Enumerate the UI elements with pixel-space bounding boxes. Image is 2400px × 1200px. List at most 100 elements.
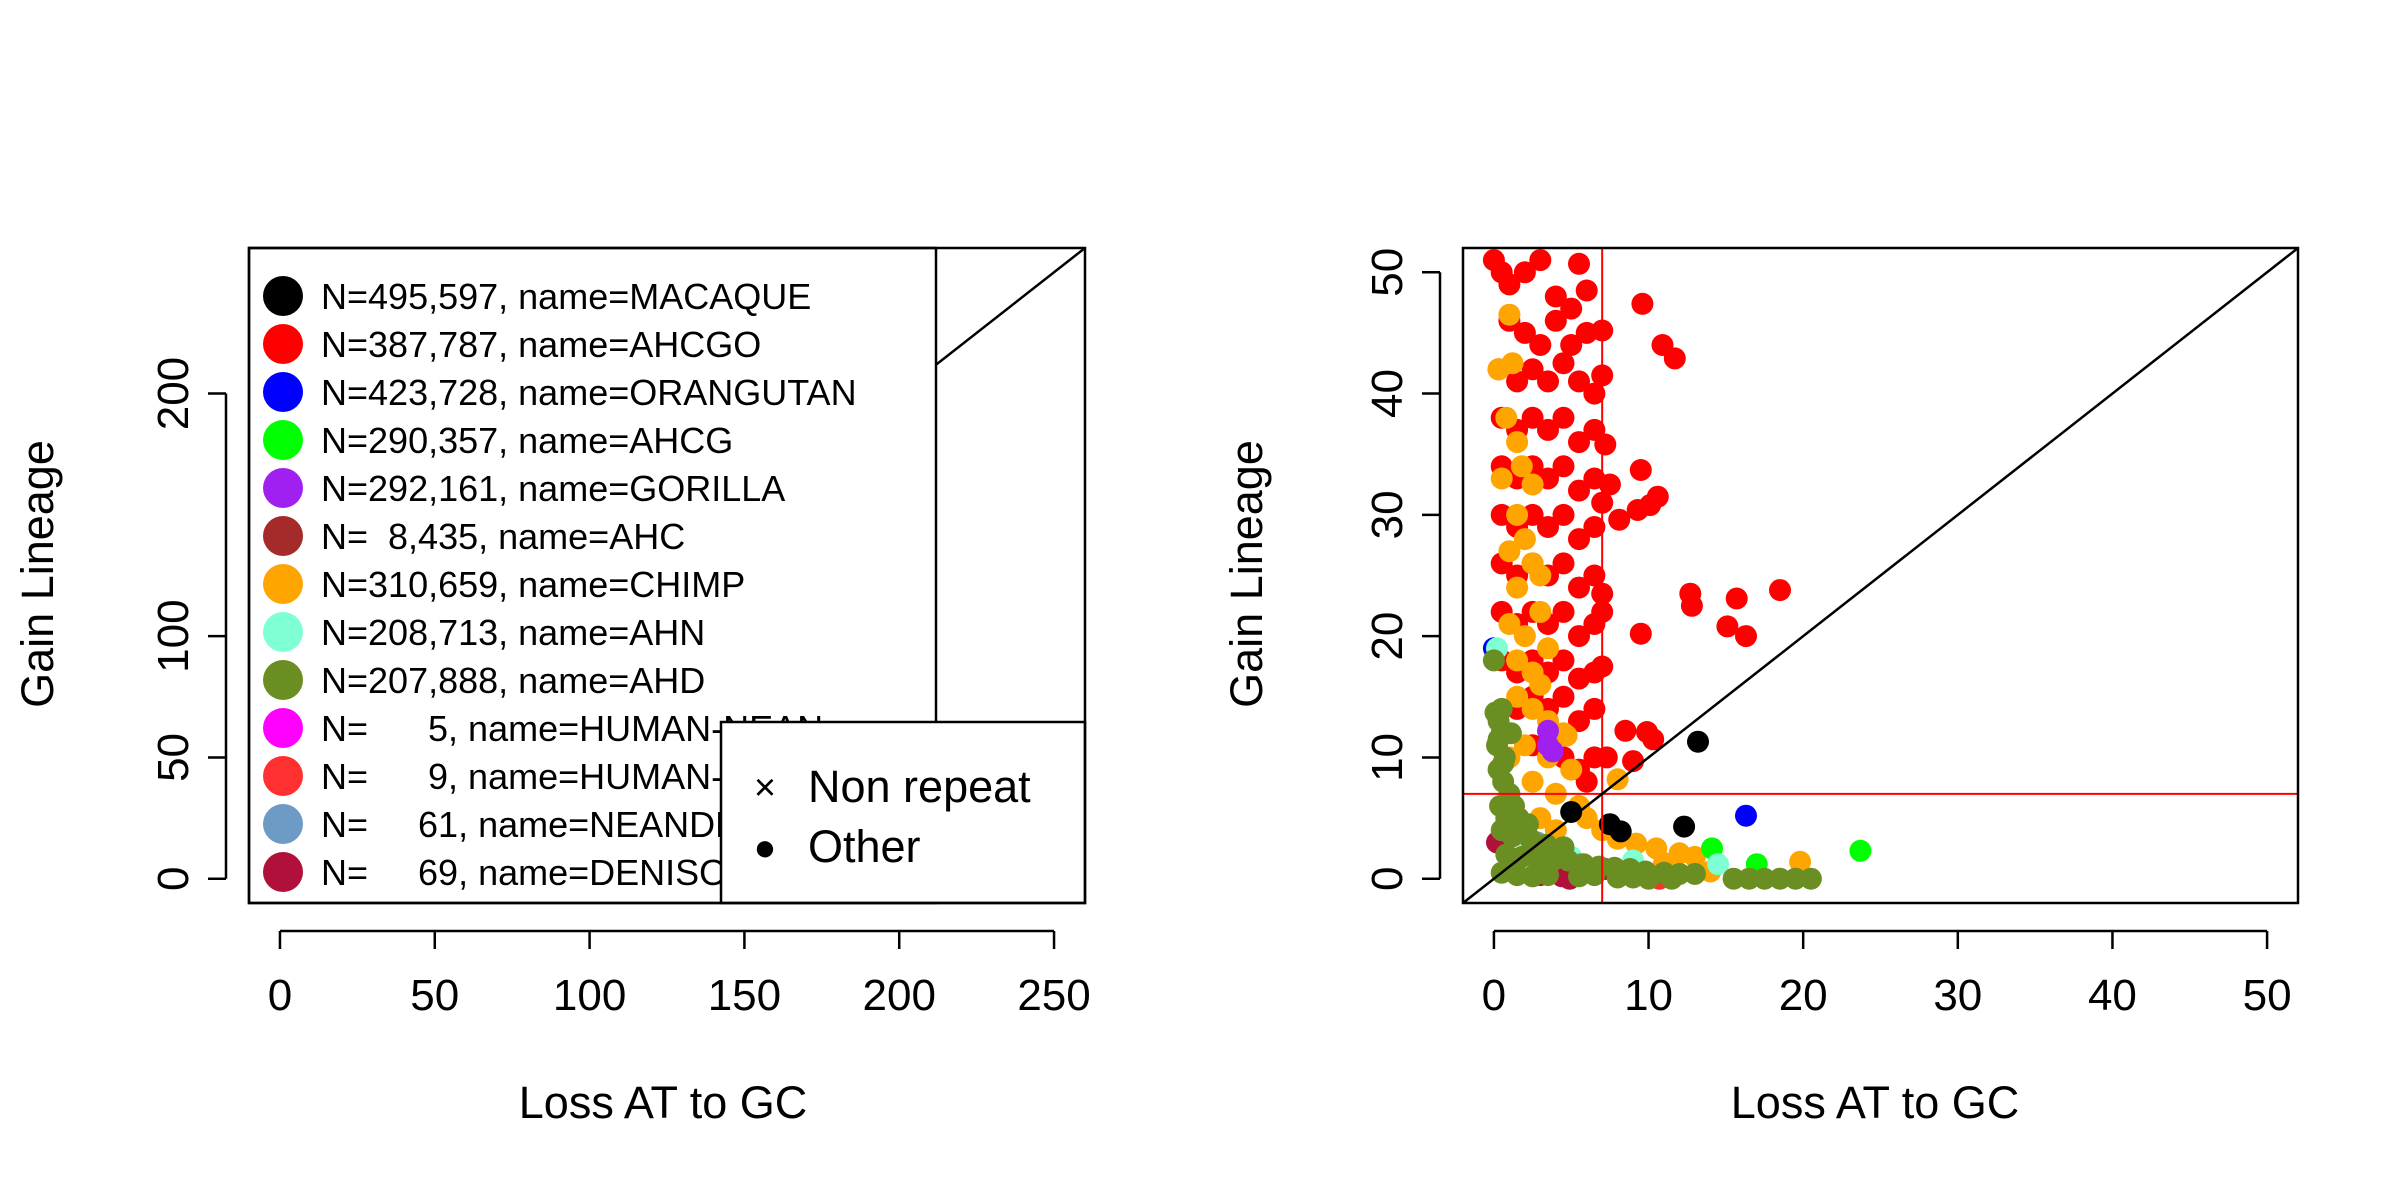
data-point <box>1537 864 1559 887</box>
y-tick-label: 50 <box>1363 248 1412 297</box>
plot-frame <box>247 246 1087 905</box>
y-tick-label: 10 <box>1363 733 1412 782</box>
data-point <box>1544 309 1567 332</box>
legend-swatch <box>263 756 303 796</box>
legend-swatch <box>263 804 303 844</box>
data-point <box>1568 479 1590 502</box>
data-point <box>1501 825 1524 848</box>
legend-swatch <box>263 324 303 364</box>
left-axes: 0 50 100 150 200 250 0 50 100 200 <box>149 246 1091 1020</box>
legend-swatch <box>263 852 303 892</box>
data-point <box>1529 334 1552 356</box>
data-point <box>1529 564 1552 587</box>
data-point <box>1849 839 1872 862</box>
data-point <box>1555 724 1578 747</box>
legend-label: N=495,597, name=MACAQUE <box>321 276 811 317</box>
data-point <box>1506 370 1529 393</box>
legend-label: N=290,357, name=AHCG <box>321 420 733 461</box>
data-point <box>1560 334 1583 356</box>
data-point <box>1629 459 1652 481</box>
data-point <box>1484 701 1507 724</box>
data-point <box>1595 746 1618 769</box>
data-point <box>1636 721 1658 743</box>
data-point <box>1552 406 1575 429</box>
data-point <box>1521 503 1544 526</box>
data-point <box>1646 485 1669 508</box>
data-point <box>1568 625 1590 648</box>
data-point <box>1735 804 1757 827</box>
data-point <box>1510 455 1533 478</box>
data-point <box>1506 576 1529 599</box>
data-point <box>1614 719 1637 742</box>
data-point <box>1789 850 1812 873</box>
data-point <box>1513 261 1536 284</box>
y-tick-label: 100 <box>149 599 198 672</box>
right-reference-lines <box>1463 248 2298 903</box>
dot-icon: ● <box>754 827 777 869</box>
plot-frame <box>1461 246 2300 905</box>
data-point <box>1552 352 1575 375</box>
legend-swatch <box>263 468 303 508</box>
right-axes: 0 10 20 30 40 50 0 10 20 30 40 50 <box>1363 246 2300 1020</box>
legend-swatch <box>263 564 303 604</box>
data-point <box>1560 758 1583 781</box>
legend-label: N= 69, name=DENISOVA <box>321 852 773 893</box>
data-point <box>1725 587 1748 610</box>
data-point <box>1498 540 1521 563</box>
data-point <box>1560 801 1583 823</box>
x-tick-label: 200 <box>863 971 936 1020</box>
data-point <box>1769 867 1791 890</box>
x-tick-label: 30 <box>1933 971 1982 1020</box>
left-panel: N=495,597, name=MACAQUE N=387,787, name=A… <box>12 246 1091 1128</box>
legend-label: N=208,713, name=AHN <box>321 612 705 653</box>
data-point <box>1513 528 1536 551</box>
data-point <box>1552 649 1575 672</box>
data-point <box>1552 600 1575 623</box>
x-tick-label: 0 <box>268 971 292 1020</box>
data-point <box>1506 685 1529 708</box>
data-point <box>1506 431 1529 454</box>
legend-label: N=292,161, name=GORILLA <box>321 468 785 509</box>
data-point <box>1683 862 1706 885</box>
shape-legend: × Non repeat ● Other <box>719 720 1087 905</box>
data-point <box>1707 853 1730 876</box>
data-point <box>1552 552 1575 575</box>
x-tick-label: 150 <box>708 971 781 1020</box>
data-point <box>1799 867 1822 890</box>
data-point <box>1738 867 1761 890</box>
data-point <box>1637 867 1660 890</box>
data-point <box>1498 273 1521 296</box>
legend-swatch <box>263 612 303 652</box>
y-tick-label: 30 <box>1363 490 1412 539</box>
data-point <box>1722 867 1745 890</box>
data-point <box>1499 722 1522 745</box>
y-tick-label: 50 <box>149 733 198 782</box>
right-y-axis-label: Gain Lineage <box>1221 440 1272 708</box>
data-point <box>1583 564 1606 587</box>
x-tick-label: 250 <box>1017 971 1090 1020</box>
y-tick-label: 40 <box>1363 369 1412 418</box>
legend-swatch <box>263 516 303 556</box>
x-tick-label: 50 <box>410 971 459 1020</box>
x-tick-label: 50 <box>2243 971 2292 1020</box>
data-point <box>1537 516 1559 538</box>
data-point <box>1606 866 1629 889</box>
shape-legend-label: Non repeat <box>808 761 1031 812</box>
data-point <box>1568 576 1590 599</box>
x-tick-label: 0 <box>1482 971 1506 1020</box>
data-point <box>1490 467 1513 490</box>
data-point <box>1631 292 1654 315</box>
data-point <box>1552 455 1575 478</box>
data-point <box>1769 579 1791 602</box>
legend-label: N= 8,435, name=AHC <box>321 516 685 557</box>
data-point <box>1537 418 1559 441</box>
legend-swatch <box>263 420 303 460</box>
data-point <box>1568 528 1590 551</box>
data-point <box>1521 473 1544 496</box>
diagonal-line <box>1463 248 2298 903</box>
data-point <box>1521 406 1544 429</box>
data-point <box>1598 813 1621 836</box>
data-point <box>1583 864 1606 887</box>
legend-label: N=387,787, name=AHCGO <box>321 324 761 365</box>
